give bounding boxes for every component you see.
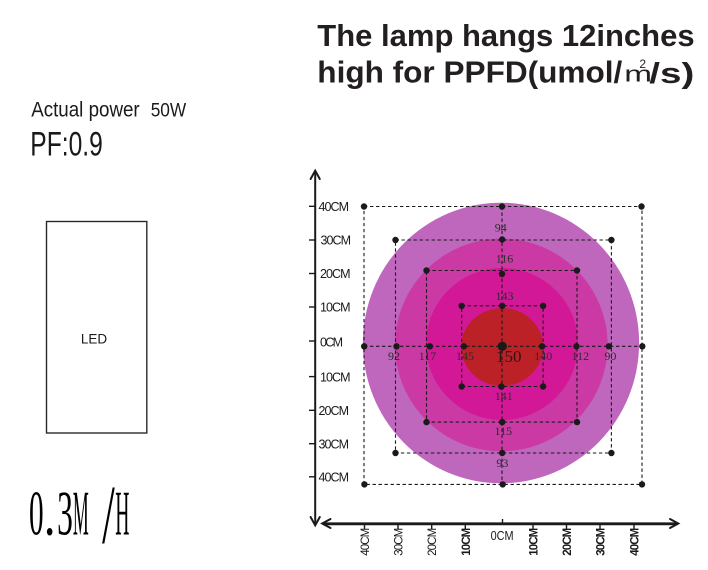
svg-text:20CM: 20CM (427, 528, 439, 556)
svg-text:145: 145 (456, 349, 474, 363)
svg-text:30CM: 30CM (321, 234, 352, 248)
svg-text:H: H (115, 479, 129, 549)
svg-text:m: m (624, 61, 652, 86)
svg-text:0CM: 0CM (320, 335, 343, 349)
svg-text:10CM: 10CM (529, 528, 541, 556)
svg-text:30CM: 30CM (319, 437, 350, 451)
svg-text:M: M (73, 479, 89, 550)
svg-text:2: 2 (639, 57, 646, 71)
svg-text:10CM: 10CM (320, 301, 351, 315)
svg-text:141: 141 (495, 389, 513, 403)
svg-text:high for PPFD(umol/: high for PPFD(umol/ (317, 55, 622, 90)
svg-text:10CM: 10CM (320, 370, 351, 384)
svg-text:PF:0.9: PF:0.9 (30, 126, 103, 164)
svg-text:.: . (44, 479, 56, 549)
svg-text:150: 150 (496, 347, 522, 366)
svg-text:50W: 50W (151, 101, 187, 122)
svg-text:116: 116 (496, 251, 514, 265)
svg-text:40CM: 40CM (319, 200, 350, 214)
svg-text:Actual power: Actual power (31, 99, 140, 122)
svg-text:140: 140 (534, 349, 552, 363)
svg-text:10CM: 10CM (461, 528, 473, 556)
svg-text:40CM: 40CM (319, 471, 350, 485)
svg-text:112: 112 (572, 349, 590, 363)
svg-text:LED: LED (81, 332, 108, 347)
svg-text:117: 117 (419, 349, 437, 363)
svg-text:92: 92 (388, 349, 400, 363)
svg-text:30CM: 30CM (394, 528, 406, 556)
svg-text:0CM: 0CM (491, 528, 514, 543)
svg-text:40CM: 40CM (630, 528, 642, 556)
svg-text:143: 143 (496, 289, 514, 303)
svg-text:/: / (102, 468, 115, 561)
svg-text:115: 115 (495, 424, 513, 438)
svg-text:40CM: 40CM (360, 528, 372, 556)
svg-text:20CM: 20CM (562, 528, 574, 556)
svg-text:20CM: 20CM (320, 267, 351, 281)
svg-text:The lamp hangs 12inches: The lamp hangs 12inches (317, 18, 694, 53)
svg-text:30CM: 30CM (596, 528, 608, 556)
svg-text:20CM: 20CM (319, 404, 350, 418)
svg-text:90: 90 (604, 349, 616, 363)
svg-text:93: 93 (496, 456, 508, 470)
svg-text:/s): /s) (649, 58, 694, 90)
svg-text:94: 94 (495, 221, 507, 235)
svg-text:0: 0 (29, 478, 44, 549)
svg-text:3: 3 (57, 477, 73, 548)
